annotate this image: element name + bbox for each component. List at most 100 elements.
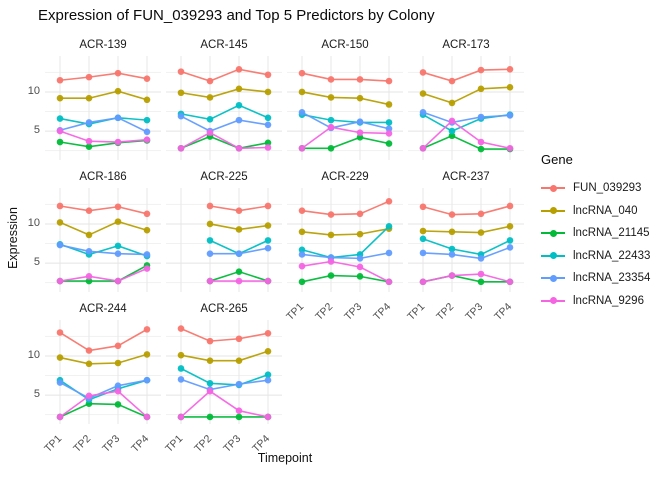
legend-key-icon (541, 204, 565, 218)
data-point-lncRNA_9296 (327, 123, 335, 131)
facet-title-ACR-265: ACR-265 (200, 303, 248, 315)
series-line-FUN_039293 (422, 205, 511, 216)
data-point-lncRNA_9296 (419, 144, 427, 152)
series-line-lncRNA_22433 (422, 238, 511, 256)
series-line-lncRNA_23354 (59, 244, 148, 256)
data-point-lncRNA_9296 (206, 387, 214, 395)
data-point-lncRNA_040 (356, 94, 364, 102)
data-point-lncRNA_23354 (235, 250, 243, 257)
data-point-FUN_039293 (206, 337, 214, 345)
series-line-lncRNA_9296 (180, 131, 269, 150)
data-point-lncRNA_040 (85, 94, 93, 102)
data-point-lncRNA_9296 (177, 413, 185, 421)
data-point-lncRNA_21145 (264, 139, 272, 147)
series-line-lncRNA_23354 (180, 115, 269, 132)
facet-title-ACR-186: ACR-186 (79, 171, 127, 183)
data-point-FUN_039293 (206, 202, 214, 210)
data-point-lncRNA_21145 (56, 138, 64, 146)
data-point-lncRNA_040 (298, 88, 306, 96)
data-point-lncRNA_23354 (56, 241, 64, 249)
data-point-FUN_039293 (356, 76, 364, 83)
x-tick-label: TP1 (163, 432, 186, 455)
series-line-lncRNA_040 (60, 90, 148, 101)
series-line-lncRNA_9296 (301, 126, 390, 149)
data-point-lncRNA_22433 (206, 116, 214, 123)
data-point-lncRNA_9296 (85, 392, 93, 400)
data-point-lncRNA_9296 (298, 144, 306, 152)
facet-title-ACR-225: ACR-225 (200, 171, 248, 183)
data-point-lncRNA_21145 (235, 413, 243, 421)
data-point-lncRNA_040 (298, 228, 306, 236)
data-point-lncRNA_040 (56, 354, 64, 361)
data-point-lncRNA_23354 (85, 119, 93, 126)
data-point-lncRNA_9296 (506, 144, 514, 152)
series-line-FUN_039293 (59, 205, 148, 215)
y-tick-label: 5 (33, 124, 40, 137)
series-line-FUN_039293 (180, 68, 269, 82)
data-point-lncRNA_040 (419, 90, 427, 97)
series-line-lncRNA_22433 (59, 243, 148, 257)
y-tick-label: 5 (33, 256, 40, 269)
legend-item-lncRNA_23354: lncRNA_23354 (541, 271, 650, 285)
series-line-lncRNA_23354 (301, 252, 390, 260)
data-point-lncRNA_040 (206, 94, 214, 101)
data-point-lncRNA_23354 (298, 109, 306, 116)
legend-key-icon (541, 294, 565, 308)
data-point-lncRNA_9296 (177, 144, 185, 152)
data-point-FUN_039293 (177, 325, 185, 332)
data-point-lncRNA_040 (235, 357, 243, 364)
legend-items: FUN_039293 lncRNA_040 lncRNA_21145 lncRNA_2… (541, 181, 650, 308)
data-point-lncRNA_040 (143, 96, 151, 104)
data-point-lncRNA_23354 (114, 114, 122, 122)
data-point-lncRNA_040 (385, 101, 393, 108)
x-tick-label: TP2 (192, 432, 215, 455)
data-point-lncRNA_22433 (264, 371, 272, 379)
x-tick-label: TP1 (405, 300, 428, 323)
data-point-lncRNA_23354 (235, 116, 243, 124)
legend-item-lncRNA_21145: lncRNA_21145 (541, 226, 650, 240)
data-point-lncRNA_040 (235, 85, 243, 93)
series-line-lncRNA_22433 (301, 113, 389, 124)
data-point-FUN_039293 (85, 347, 93, 354)
data-point-lncRNA_21145 (327, 272, 335, 279)
data-point-FUN_039293 (235, 335, 243, 343)
data-point-FUN_039293 (56, 76, 64, 84)
data-point-lncRNA_040 (56, 219, 64, 226)
data-point-lncRNA_21145 (356, 273, 364, 280)
facet-panel-ACR-229 (287, 188, 403, 292)
legend: Gene FUN_039293 lncRNA_040 lncRNA_21145 lnc… (541, 152, 650, 316)
x-tick-label: TP3 (100, 432, 123, 455)
data-point-FUN_039293 (206, 77, 214, 85)
legend-label: lncRNA_040 (573, 204, 638, 217)
data-point-lncRNA_22433 (206, 237, 214, 244)
data-point-lncRNA_23354 (477, 255, 485, 262)
data-point-lncRNA_21145 (85, 277, 93, 285)
data-point-lncRNA_9296 (264, 277, 272, 285)
data-point-FUN_039293 (143, 210, 151, 218)
data-point-FUN_039293 (419, 203, 427, 211)
data-point-lncRNA_040 (264, 347, 272, 355)
series-line-lncRNA_9296 (59, 130, 148, 143)
series-line-FUN_039293 (301, 200, 390, 216)
data-point-FUN_039293 (235, 207, 243, 214)
data-point-lncRNA_9296 (235, 407, 243, 415)
data-point-lncRNA_22433 (235, 101, 243, 109)
facet-title-ACR-237: ACR-237 (442, 171, 490, 183)
series-line-lncRNA_040 (422, 86, 511, 104)
data-point-lncRNA_23354 (114, 382, 122, 389)
data-point-FUN_039293 (114, 342, 122, 350)
data-point-lncRNA_23354 (114, 250, 122, 257)
data-point-lncRNA_22433 (298, 246, 306, 254)
data-point-lncRNA_23354 (356, 255, 364, 262)
y-tick-label: 10 (27, 348, 40, 361)
x-tick-label: TP2 (313, 300, 336, 323)
series-line-lncRNA_23354 (301, 111, 390, 130)
series-line-lncRNA_21145 (180, 135, 269, 150)
data-point-lncRNA_040 (356, 230, 364, 238)
data-point-lncRNA_22433 (327, 116, 335, 124)
facet-title-ACR-229: ACR-229 (321, 171, 369, 183)
data-point-FUN_039293 (177, 68, 185, 75)
chart-title: Expression of FUN_039293 and Top 5 Predi… (38, 7, 435, 24)
data-point-lncRNA_21145 (298, 278, 306, 286)
legend-item-FUN_039293: FUN_039293 (541, 181, 650, 195)
